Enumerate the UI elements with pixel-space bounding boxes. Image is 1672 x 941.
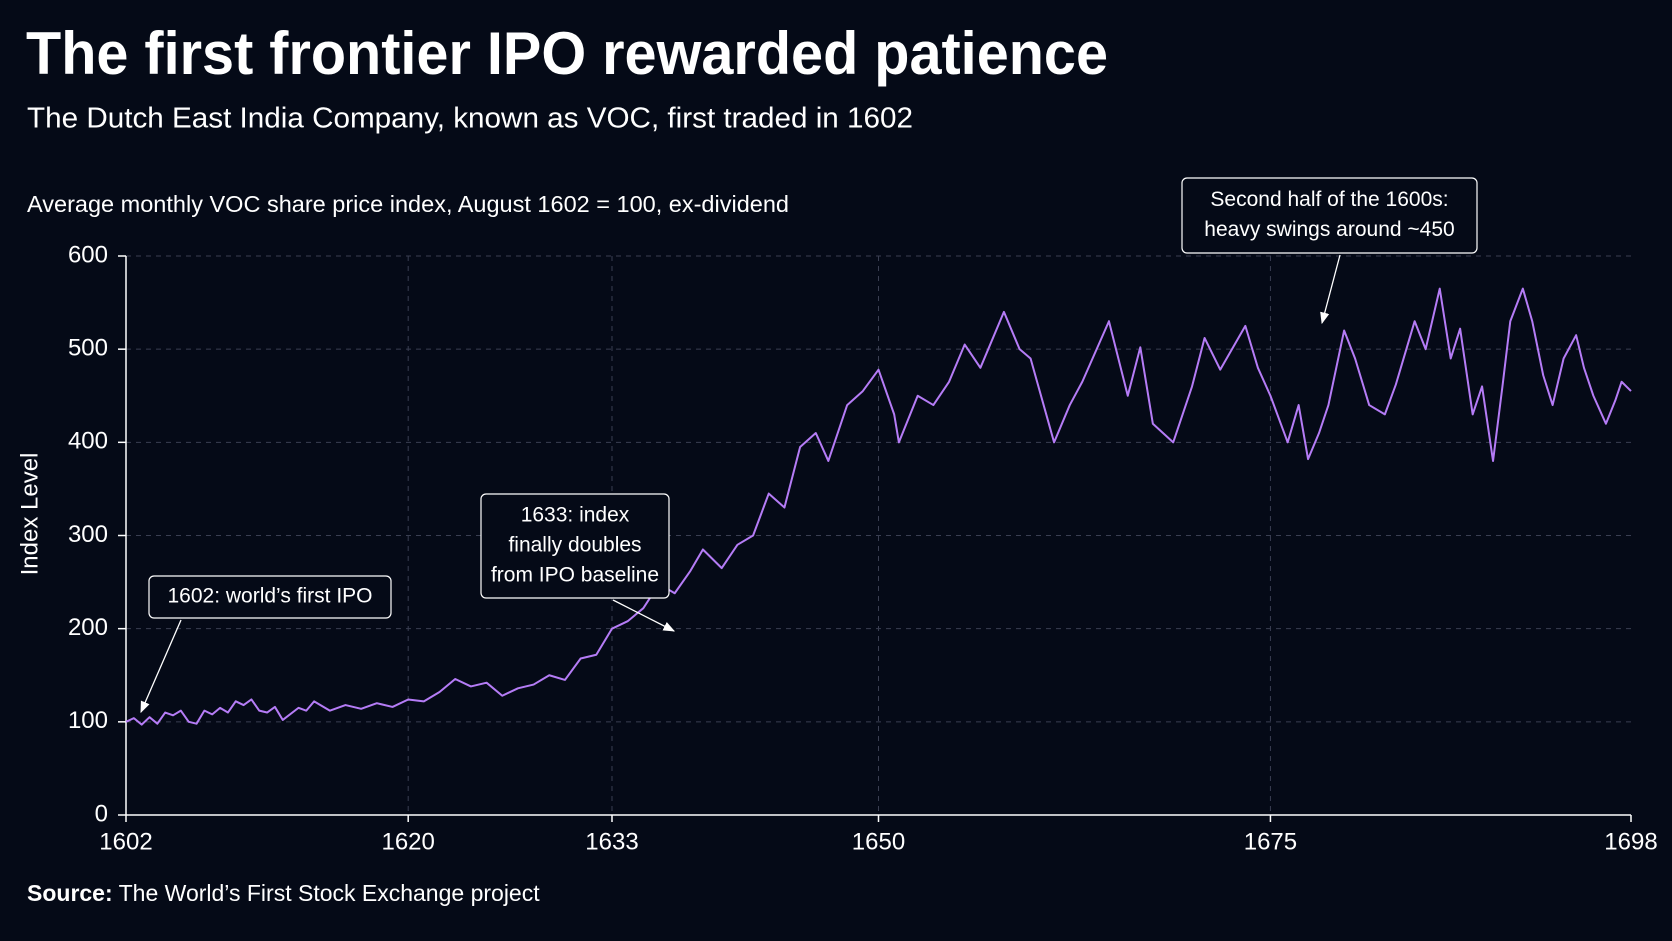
chart-title: The first frontier IPO rewarded patience <box>26 20 1108 87</box>
annotation-arrow <box>140 619 182 714</box>
y-tick-label: 100 <box>68 707 108 734</box>
source: Source: The World’s First Stock Exchange… <box>27 880 540 906</box>
x-tick-label: 1633 <box>585 828 638 855</box>
annotation-text: from IPO baseline <box>491 564 659 587</box>
y-tick-label: 200 <box>68 614 108 641</box>
annotation-text: 1602: world’s first IPO <box>167 585 372 608</box>
annotation-box <box>480 493 670 599</box>
y-tick-label: 600 <box>68 241 108 268</box>
source-label: Source: <box>27 880 113 906</box>
y-axis-label: Index Level <box>16 453 43 576</box>
annotation-text: heavy swings around ~450 <box>1204 218 1454 241</box>
x-tick-label: 1675 <box>1244 828 1297 855</box>
annotation-arrow <box>1320 254 1341 325</box>
annotation-arrow <box>612 599 676 632</box>
y-tick-label: 300 <box>68 521 108 548</box>
source-text: The World’s First Stock Exchange project <box>119 880 541 906</box>
x-tick-label: 1602 <box>99 828 152 855</box>
chart-subtitle: The Dutch East India Company, known as V… <box>27 103 913 135</box>
y-tick-label: 400 <box>68 428 108 455</box>
annotation-text: Second half of the 1600s: <box>1210 188 1448 211</box>
x-tick-label: 1650 <box>852 828 905 855</box>
y-tick-label: 500 <box>68 335 108 362</box>
x-tick-label: 1698 <box>1604 828 1657 855</box>
annotation-box <box>1181 177 1478 254</box>
annotation-text: 1633: index <box>521 504 630 527</box>
price-line <box>125 287 1632 726</box>
chart-note: Average monthly VOC share price index, A… <box>27 191 789 217</box>
annotation-box <box>148 575 392 619</box>
y-tick-label: 0 <box>95 800 108 827</box>
x-tick-label: 1620 <box>381 828 434 855</box>
annotation-text: finally doubles <box>508 534 641 557</box>
